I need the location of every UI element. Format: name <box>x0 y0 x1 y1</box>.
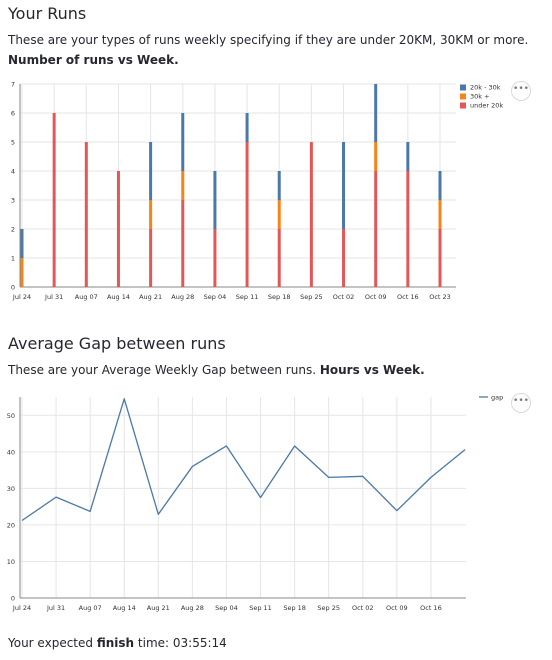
x-tick-label: Aug 07 <box>79 604 102 612</box>
x-tick-label: Jul 31 <box>46 604 65 612</box>
x-tick-label: Aug 28 <box>181 604 204 612</box>
y-tick-label: 30 <box>7 485 15 493</box>
x-tick-label: Jul 24 <box>12 604 31 612</box>
finish-suffix: time: 03:55:14 <box>138 636 227 650</box>
gap-line-chart: 0 10 20 30 40 50 Jul 24 Jul 31 Aug 07 Aug 14 Aug 2… <box>0 0 552 630</box>
x-tick-label: Aug 14 <box>113 604 136 612</box>
x-tick-label: Sep 25 <box>317 604 340 612</box>
x-tick-label: Sep 18 <box>283 604 306 612</box>
finish-time-text: Your expected finish time: 03:55:14 <box>8 636 227 650</box>
more-horizontal-icon[interactable]: ••• <box>511 393 531 413</box>
y-tick-label: 10 <box>7 558 15 566</box>
y-tick-label: 20 <box>7 521 15 529</box>
legend-label: gap <box>491 394 503 402</box>
x-tick-label: Sep 04 <box>215 604 238 612</box>
x-tick-label: Aug 21 <box>147 604 170 612</box>
gap-series-line <box>22 399 465 521</box>
x-tick-label: Oct 16 <box>420 604 442 612</box>
x-tick-label: Oct 02 <box>352 604 374 612</box>
finish-bold: finish <box>97 636 134 650</box>
y-tick-label: 40 <box>7 448 15 456</box>
x-tick-label: Oct 09 <box>386 604 408 612</box>
y-tick-label: 50 <box>7 412 15 420</box>
y-tick-label: 0 <box>11 595 15 603</box>
x-tick-label: Sep 11 <box>249 604 272 612</box>
finish-prefix: Your expected <box>8 636 93 650</box>
